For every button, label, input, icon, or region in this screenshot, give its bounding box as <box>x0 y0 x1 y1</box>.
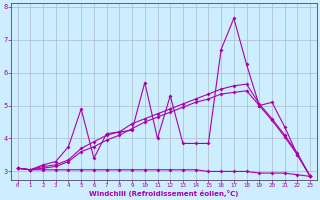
X-axis label: Windchill (Refroidissement éolien,°C): Windchill (Refroidissement éolien,°C) <box>89 190 238 197</box>
